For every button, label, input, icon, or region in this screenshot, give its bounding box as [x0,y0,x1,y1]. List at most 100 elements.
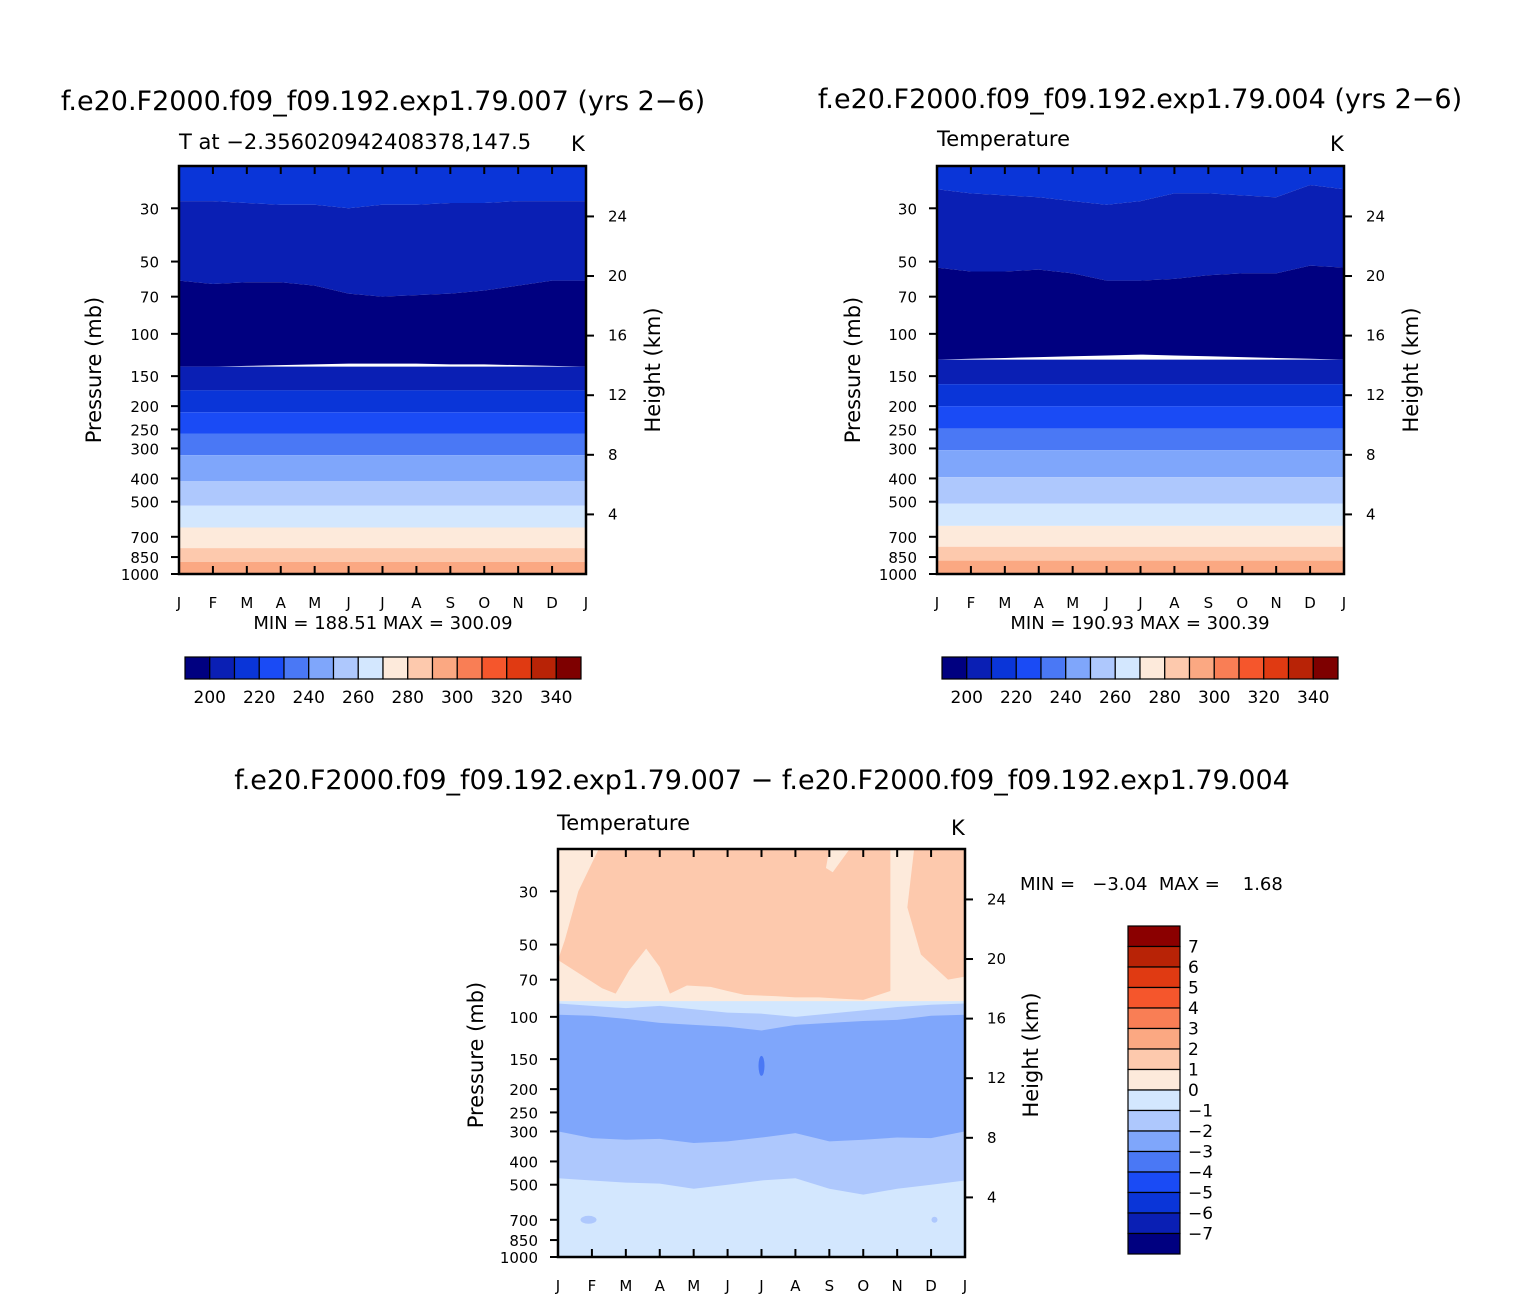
y-tick-label: 30 [898,200,917,218]
colorbar-label: 280 [1149,688,1181,708]
colorbar-cell [357,656,384,680]
colorbar-cell [1127,1089,1181,1112]
diff-panel-title: f.e20.F2000.f09_f09.192.exp1.79.007 − f.… [234,765,1290,796]
x-tick-label: A [276,594,287,612]
x-tick-label: D [925,1277,937,1295]
colorbar-cell [1127,1171,1181,1194]
y-tick-label: 500 [130,494,159,512]
y-tick-label: 50 [519,937,538,955]
colorbar-label: 300 [441,688,473,708]
y-tick-label: 100 [509,1009,538,1027]
colorbar-cell [506,656,533,680]
x-tick-label: D [1304,594,1316,612]
x-tick-label: J [345,594,350,612]
panel-a-ylabel: Pressure (mb) [82,297,106,444]
y-tick-label: 300 [130,440,159,458]
colorbar-label: −2 [1188,1122,1213,1142]
colorbar-cell [1287,656,1314,680]
contour-band [937,406,1344,429]
contour-band [179,390,586,413]
colorbar-cell [1188,656,1215,680]
colorbar-cell [382,656,409,680]
y-tick-label: 150 [888,368,917,386]
colorbar-label: 240 [1050,688,1082,708]
colorbar-label: −5 [1188,1184,1213,1204]
y2-tick-label: 8 [987,1129,997,1147]
colorbar-cell [1127,1232,1181,1255]
x-tick-label: J [176,594,181,612]
x-tick-label: A [411,594,422,612]
x-tick-label: J [1103,594,1108,612]
colorbar-cell [1139,656,1166,680]
y-tick-label: 100 [130,326,159,344]
colorbar-label: 340 [540,688,572,708]
panel-a-subtitle: T at −2.356020942408378,147.5 [178,130,531,154]
colorbar-cell [456,656,483,680]
y2-tick-label: 8 [1366,446,1376,464]
colorbar-cell [1127,1212,1181,1235]
x-tick-label: J [758,1277,763,1295]
y-tick-label: 400 [509,1153,538,1171]
y2-tick-label: 20 [1366,267,1385,285]
contour-band [937,265,1344,360]
colorbar-label: −1 [1188,1102,1213,1122]
x-tick-label: J [962,1277,967,1295]
y2-tick-label: 12 [608,386,627,404]
y2-tick-label: 4 [987,1188,997,1206]
colorbar-cell [1065,656,1092,680]
colorbar-label: 240 [293,688,325,708]
contour-band [179,527,586,549]
y-tick-label: 250 [509,1104,538,1122]
colorbar-label: 200 [951,688,983,708]
contour-band [937,477,1344,504]
contour-band [558,849,891,1000]
colorbar-cell [184,656,211,680]
colorbar-label: 200 [194,688,226,708]
contour-band [937,185,1344,281]
y2-tick-label: 24 [987,890,1006,908]
x-tick-label: O [478,594,490,612]
contour-band [937,166,1344,205]
colorbar-cell [1127,925,1181,948]
x-tick-label: M [619,1277,632,1295]
panel-b-subtitle: Temperature [936,127,1070,151]
y2-tick-label: 12 [987,1069,1006,1087]
y-tick-label: 300 [509,1123,538,1141]
x-tick-label: A [1034,594,1045,612]
colorbar-label: −6 [1188,1204,1213,1224]
colorbar-label: 260 [342,688,374,708]
contour-band [937,428,1344,451]
contour-band [937,384,1344,407]
colorbar-cell [966,656,993,680]
panel-diff: J F M A M J J A S O N D J305070100150200250300400500… [464,811,1283,1295]
x-tick-label: O [857,1277,869,1295]
y-tick-label: 250 [130,421,159,439]
colorbar-label: 2 [1188,1040,1199,1060]
y2-tick-label: 16 [1366,327,1385,345]
x-tick-label: J [934,594,939,612]
y-tick-label: 200 [130,398,159,416]
panel-b-colorbar: 200 220 240 260 280 300 320 340 [941,656,1339,708]
y2-tick-label: 12 [1366,386,1385,404]
colorbar-label: 7 [1188,938,1199,958]
x-tick-label: J [379,594,384,612]
contour-band [179,455,586,482]
y2-tick-label: 20 [987,950,1006,968]
y-tick-label: 850 [509,1232,538,1250]
x-tick-label: M [308,594,321,612]
x-tick-label: J [724,1277,729,1295]
y-tick-label: 1000 [121,566,159,584]
x-tick-label: S [1204,594,1214,612]
contour-band [179,280,586,367]
x-tick-label: J [1341,594,1346,612]
y2-tick-label: 16 [987,1010,1006,1028]
y-tick-label: 400 [130,470,159,488]
colorbar-cell [555,656,582,680]
x-tick-label: F [967,594,976,612]
y-tick-label: 500 [509,1177,538,1195]
colorbar-cell [308,656,335,680]
colorbar-cell [431,656,458,680]
colorbar-cell [1312,656,1339,680]
colorbar-label: 4 [1188,999,1199,1019]
